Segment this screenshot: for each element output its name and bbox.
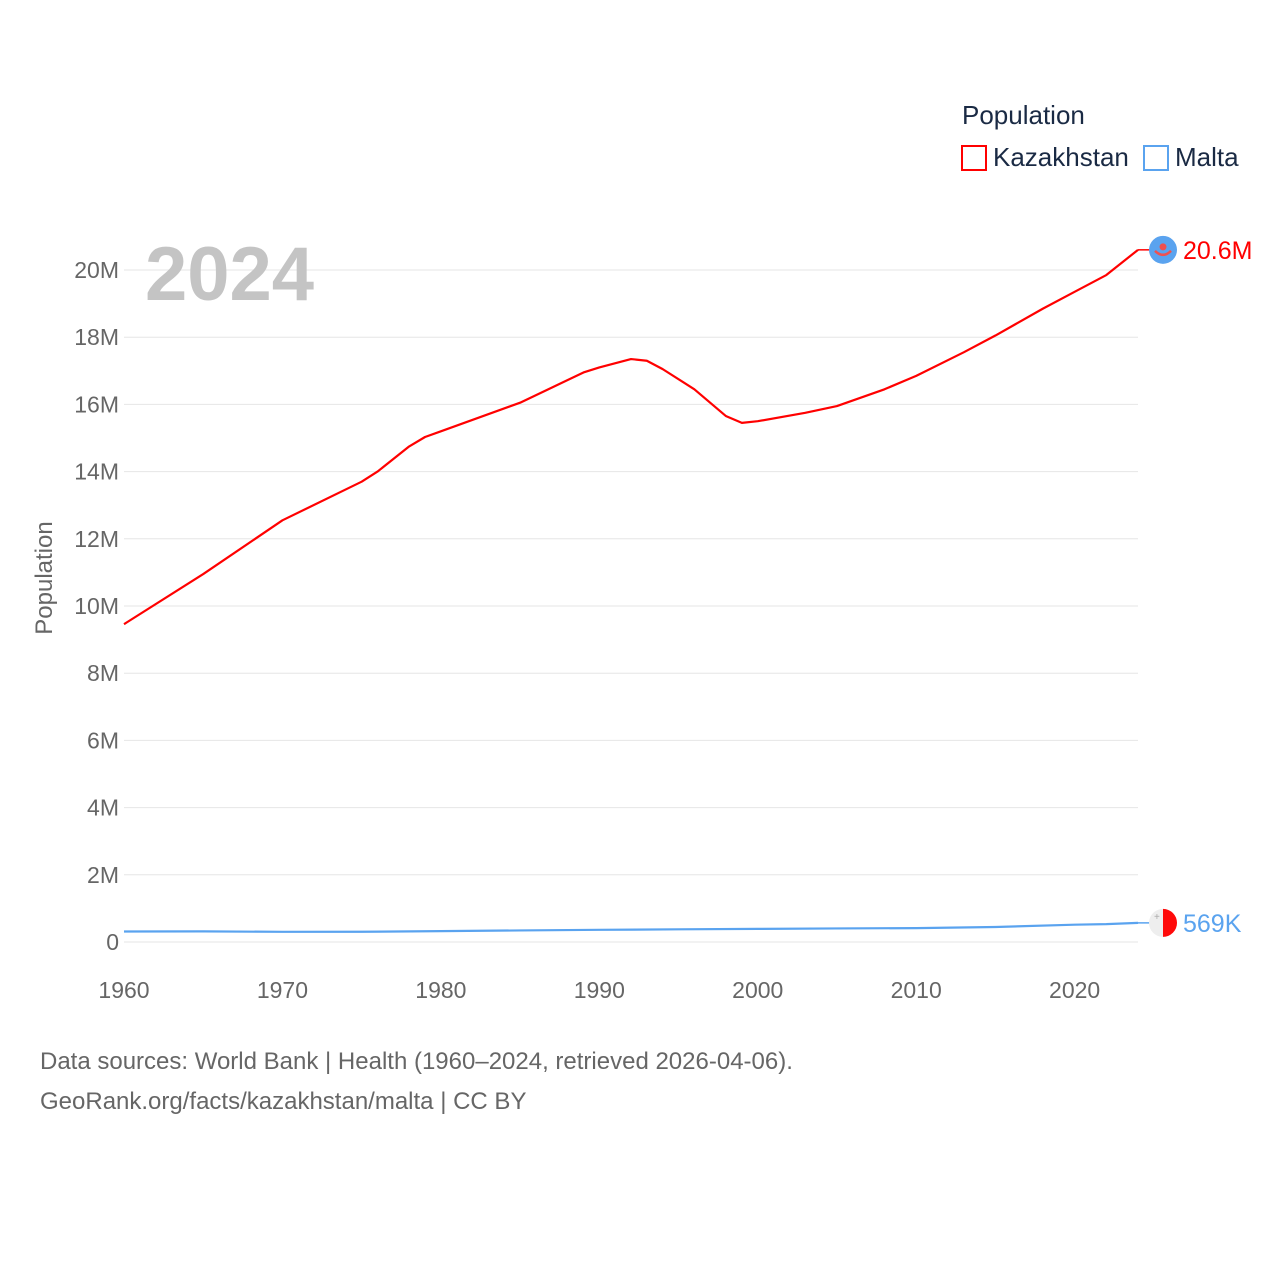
- y-tick-label: 8M: [87, 660, 119, 686]
- y-tick-label: 2M: [87, 862, 119, 888]
- end-value-label-malta: 569K: [1183, 910, 1242, 938]
- legend-item-malta[interactable]: Malta: [1143, 142, 1239, 172]
- y-tick-label: 16M: [74, 391, 119, 417]
- legend-swatch-malta: [1143, 145, 1169, 171]
- series-line-malta[interactable]: [123, 921, 1139, 933]
- y-tick-label: 6M: [87, 727, 119, 753]
- legend-label-malta: Malta: [1175, 142, 1239, 172]
- year-label: 2024: [145, 232, 314, 317]
- y-tick-label: 14M: [74, 459, 119, 485]
- y-axis-label: Population: [31, 521, 58, 634]
- x-tick-label: 1980: [415, 977, 466, 1003]
- kazakhstan-flag-icon: [1149, 235, 1177, 264]
- y-tick-label: 12M: [74, 526, 119, 552]
- legend-item-kazakhstan[interactable]: Kazakhstan: [961, 142, 1129, 172]
- y-tick-label: 10M: [74, 593, 119, 619]
- population-line-chart: 0 2M 4M 6M 8M 10M 12M 14M 16M 18M 20M 1960 1970 1980 1…: [31, 100, 1252, 1003]
- svg-text:+: +: [1154, 912, 1160, 923]
- series-line-kazakhstan[interactable]: [123, 248, 1139, 626]
- legend-label-kazakhstan: Kazakhstan: [993, 142, 1129, 172]
- x-tick-label: 2000: [732, 977, 783, 1003]
- x-tick-label: 2010: [891, 977, 942, 1003]
- y-tick-label: 18M: [74, 324, 119, 350]
- x-tick-label: 1960: [98, 977, 149, 1003]
- y-tick-label: 0: [106, 929, 119, 955]
- legend-swatch-kazakhstan: [961, 145, 987, 171]
- source-link[interactable]: GeoRank.org/facts/kazakhstan/malta | CC …: [40, 1088, 527, 1115]
- legend-title: Population: [962, 100, 1085, 130]
- end-value-label-kazakhstan: 20.6M: [1183, 237, 1252, 265]
- x-tick-label: 2020: [1049, 977, 1100, 1003]
- x-tick-label: 1970: [257, 977, 308, 1003]
- y-tick-label: 20M: [74, 257, 119, 283]
- x-tick-label: 1990: [574, 977, 625, 1003]
- footer: Data sources: World Bank | Health (1960–…: [40, 1042, 793, 1122]
- y-tick-label: 4M: [87, 795, 119, 821]
- data-sources-text: Data sources: World Bank | Health (1960–…: [40, 1048, 793, 1075]
- malta-flag-icon: +: [1149, 908, 1178, 937]
